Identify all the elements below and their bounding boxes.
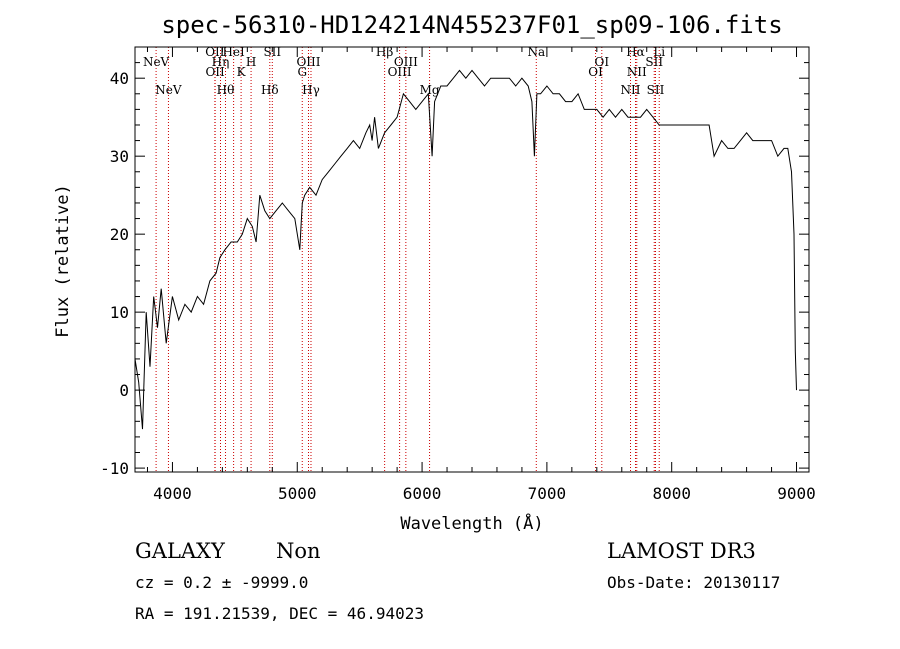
line-marker-label: Na <box>527 45 545 59</box>
obs-date: Obs-Date: 20130117 <box>607 573 780 592</box>
y-tick-label: 30 <box>110 147 129 166</box>
line-marker-label: K <box>237 65 247 79</box>
chart-title: spec-56310-HD124214N455237F01_sp09-106.f… <box>161 11 782 39</box>
line-marker-label: H <box>246 55 256 69</box>
survey-name: LAMOST DR3 <box>607 539 756 563</box>
x-tick-label: 6000 <box>403 484 442 503</box>
line-markers <box>155 47 660 472</box>
ra-dec: RA = 191.21539, DEC = 46.94023 <box>135 604 424 623</box>
line-marker-label: Li <box>653 45 665 59</box>
line-marker-label: Hθ <box>217 83 235 97</box>
line-marker-label: NII <box>621 83 641 97</box>
line-marker-label: SII <box>645 55 663 69</box>
plot-frame <box>134 46 810 473</box>
line-marker-label: OIII <box>388 65 412 79</box>
y-tick-label: -10 <box>100 459 129 478</box>
line-marker-label: HeI <box>222 45 245 59</box>
line-marker-label: NII <box>627 65 647 79</box>
line-marker-label: Mg <box>420 83 440 97</box>
x-tick-label: 9000 <box>777 484 816 503</box>
line-marker-label: SII <box>647 83 665 97</box>
y-axis-ticks: -10 0 10 20 30 40 <box>100 62 809 478</box>
y-tick-label: 0 <box>119 381 129 400</box>
line-marker-label: Hα <box>626 45 645 59</box>
x-axis-label: Wavelength (Å) <box>400 512 543 534</box>
x-tick-label: 5000 <box>278 484 317 503</box>
line-marker-label: OIII <box>296 55 320 69</box>
line-marker-label: OI <box>588 65 603 79</box>
y-tick-label: 20 <box>110 225 129 244</box>
y-axis-label: Flux (relative) <box>53 184 73 338</box>
object-subclass: Non <box>276 539 321 563</box>
line-marker-label: OIII <box>394 55 418 69</box>
object-class: GALAXY <box>135 539 226 563</box>
x-tick-label: 8000 <box>652 484 691 503</box>
line-marker-label: NeV <box>143 55 170 69</box>
line-marker-label: OII <box>205 45 225 59</box>
y-tick-label: 10 <box>110 303 129 322</box>
y-tick-label: 40 <box>110 69 129 88</box>
line-marker-label: Hδ <box>261 83 279 97</box>
x-axis-ticks: 4000 5000 6000 7000 8000 9000 <box>146 47 816 503</box>
line-marker-labels: NeVNeVOIIOIIHηHθHeIKHHδSIIGOIIIHγHβOIIIO… <box>143 45 665 97</box>
line-marker-label: NeV <box>155 83 182 97</box>
line-marker-label: Hγ <box>302 83 320 97</box>
redshift-line: cz = 0.2 ± -9999.0 <box>135 573 308 592</box>
line-marker-label: OI <box>595 55 610 69</box>
x-tick-label: 4000 <box>153 484 192 503</box>
line-marker-label: G <box>297 65 307 79</box>
line-marker-label: OII <box>205 65 225 79</box>
x-tick-label: 7000 <box>528 484 567 503</box>
line-marker-label: Hβ <box>376 45 393 59</box>
spectrum-line <box>134 69 797 430</box>
line-marker-label: Hη <box>212 55 230 69</box>
